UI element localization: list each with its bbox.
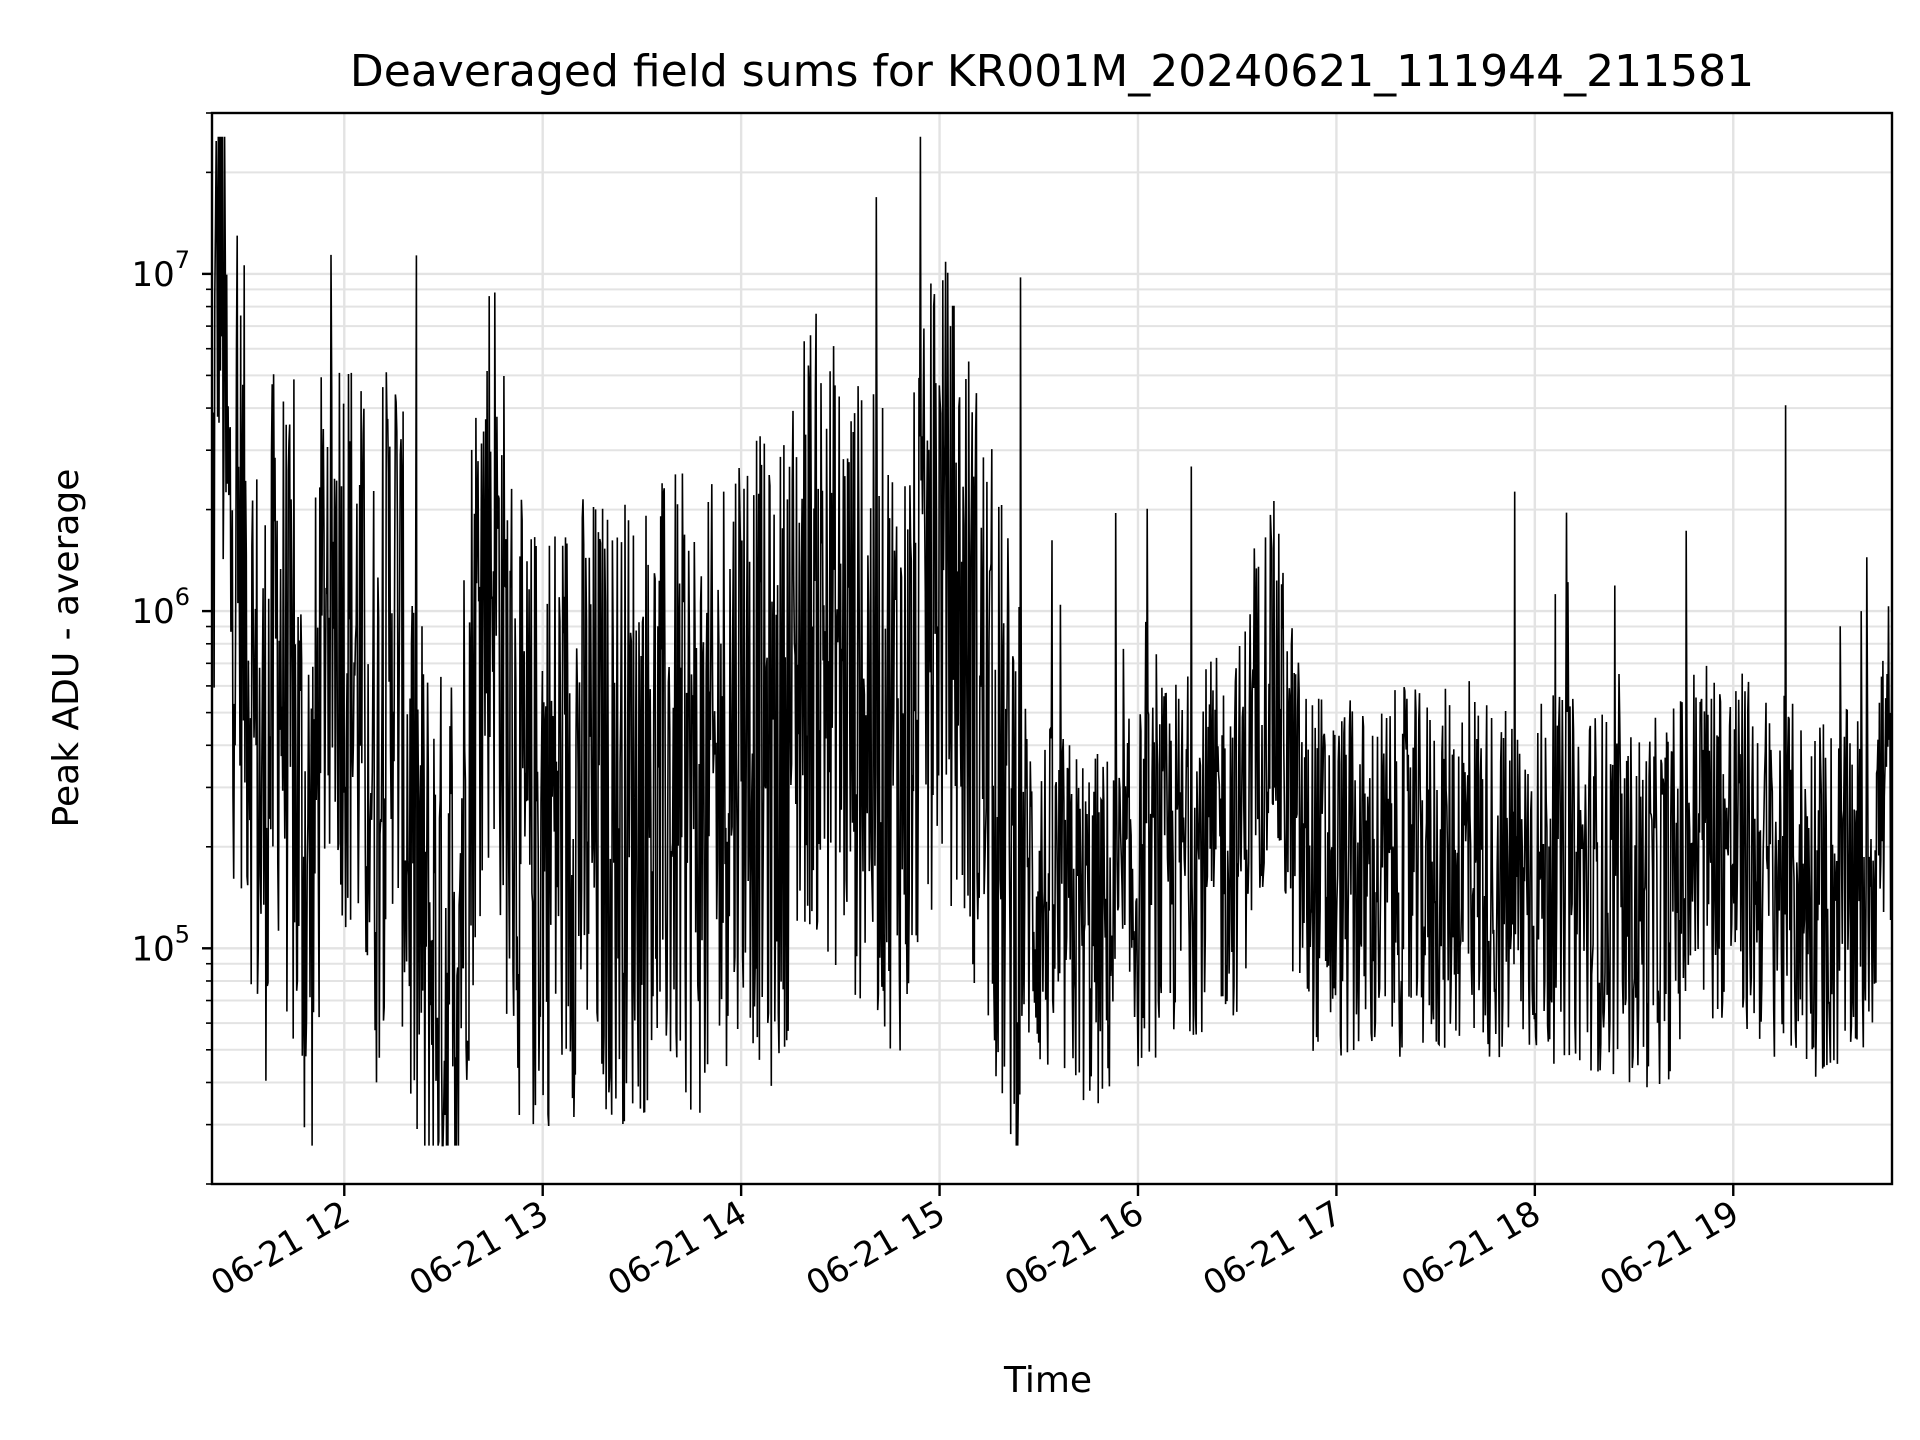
x-tick-label: 06-21 13 (403, 1193, 555, 1304)
x-tick-label: 06-21 15 (800, 1193, 952, 1304)
y-axis: 105 106 107 (131, 112, 212, 1185)
x-tick-label: 06-21 19 (1593, 1193, 1745, 1304)
x-tick-label: 06-21 16 (998, 1193, 1150, 1304)
chart-title: Deaveraged field sums for KR001M_2024062… (350, 46, 1754, 97)
y-tick-label: 107 (131, 246, 190, 295)
y-tick-label: 105 (131, 920, 190, 969)
x-tick-label: 06-21 17 (1197, 1193, 1349, 1304)
plot-frame (210, 111, 1894, 1186)
x-tick-label: 06-21 12 (204, 1193, 356, 1304)
y-axis-label: Peak ADU - average (46, 469, 87, 828)
x-tick-label: 06-21 14 (601, 1193, 753, 1304)
y-tick-label: 106 (131, 583, 190, 632)
x-axis-label: Time (1003, 1360, 1092, 1401)
x-axis: 06-21 12 06-21 13 06-21 14 06-21 15 06-21 16… (204, 1184, 1746, 1304)
x-tick-label: 06-21 18 (1395, 1193, 1547, 1304)
series-line (211, 136, 1893, 1147)
